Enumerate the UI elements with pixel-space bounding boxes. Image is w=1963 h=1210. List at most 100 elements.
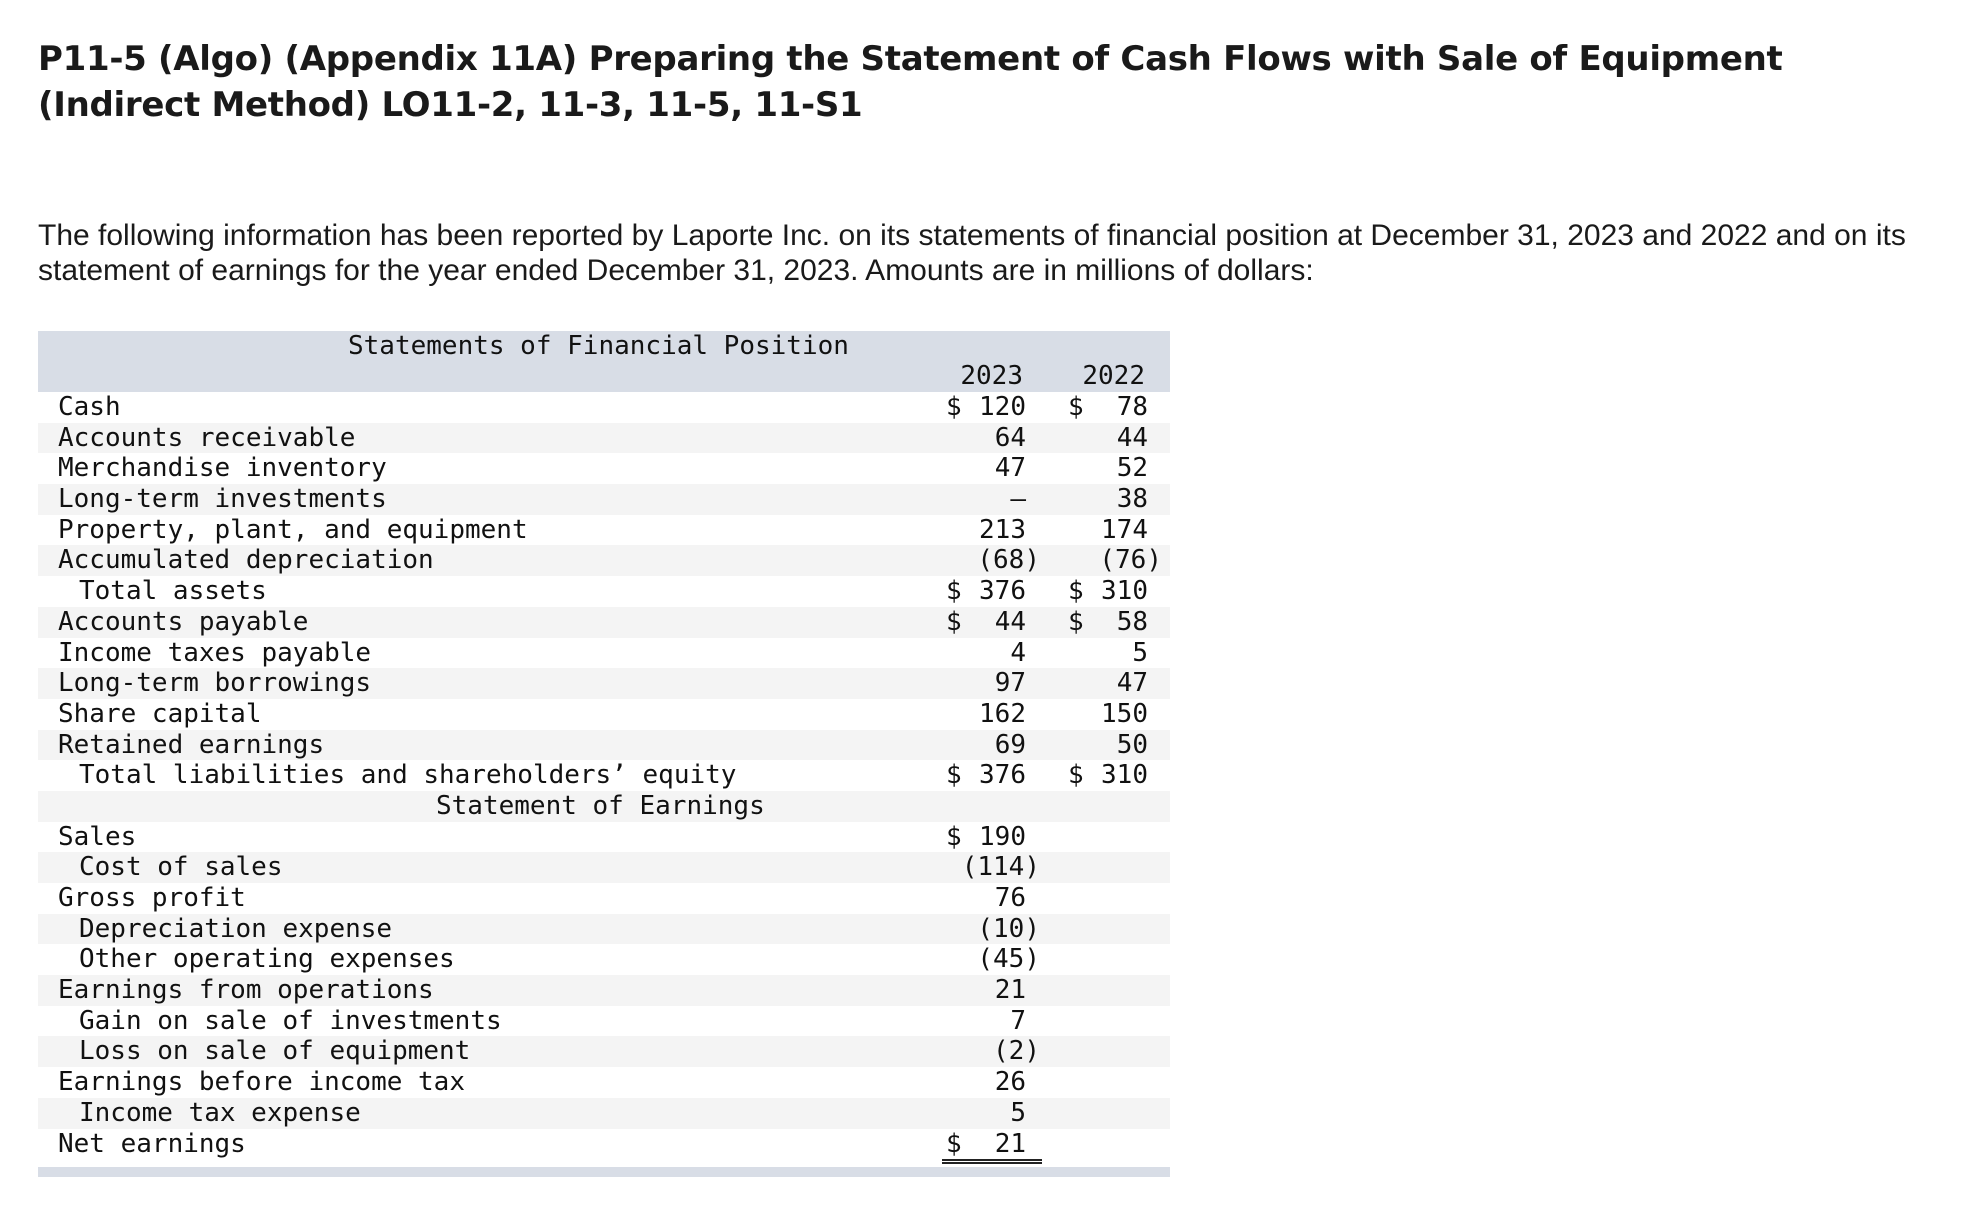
year-2022-header: 2022: [1082, 361, 1145, 391]
amount-value: 52: [1116, 453, 1148, 484]
amount-cell-2023: –: [942, 484, 1042, 515]
row-label: Share capital: [58, 698, 262, 729]
amount-value: (76): [1099, 545, 1162, 576]
amount-value: 174: [1101, 514, 1148, 545]
dollar-sign: $: [1068, 760, 1084, 791]
amount-cell-2023: $190: [942, 822, 1042, 853]
amount-value: –: [1010, 484, 1026, 515]
row-label: Other operating expenses: [79, 944, 455, 975]
amount-value: 310: [1101, 576, 1148, 607]
amount-cell-2022: 50: [1064, 730, 1164, 763]
amount-cell-2023: 47: [942, 453, 1042, 484]
dollar-sign: $: [1068, 606, 1084, 637]
table-row: Earnings before income tax 26: [38, 1067, 1170, 1098]
row-label: Gain on sale of investments: [79, 1005, 502, 1036]
amount-cell-2022: 44: [1064, 423, 1164, 454]
amount-cell-2023: (114): [942, 852, 1042, 885]
row-label: Earnings from operations: [58, 975, 434, 1006]
amount-value: 47: [994, 453, 1026, 484]
amount-value: 47: [1116, 668, 1148, 699]
financial-position-header: Statements of Financial Position 2023 20…: [38, 331, 1170, 392]
table-row: Cost of sales (114): [38, 852, 1170, 885]
amount-value: 21: [994, 1128, 1026, 1159]
amount-cell-2022: 150: [1064, 699, 1164, 730]
amount-cell-2023: 162: [942, 699, 1042, 730]
amount-value: (2): [993, 1036, 1040, 1067]
financial-position-heading: Statements of Financial Position: [348, 331, 849, 361]
table-row: Long-term borrowings 97 47: [38, 668, 1170, 699]
amount-value: 120: [979, 392, 1026, 422]
dollar-sign: $: [946, 1128, 962, 1159]
earnings-heading: Statement of Earnings: [436, 790, 765, 821]
amount-value: 76: [994, 883, 1026, 913]
amount-value: 310: [1101, 760, 1148, 791]
table-row: Total assets $376 $310: [38, 576, 1170, 612]
row-label: Earnings before income tax: [58, 1067, 465, 1098]
amount-value: 162: [979, 698, 1026, 729]
amount-cell-2023: 7: [942, 1006, 1042, 1037]
dollar-sign: $: [946, 392, 962, 422]
row-label: Gross profit: [58, 883, 246, 913]
amount-cell-2022: 47: [1064, 668, 1164, 699]
table-row: Total liabilities and shareholders’ equi…: [38, 760, 1170, 796]
amount-value: (114): [961, 852, 1040, 883]
amount-cell-2023: (45): [942, 944, 1042, 978]
row-label: Merchandise inventory: [58, 453, 387, 484]
row-label: Loss on sale of equipment: [79, 1036, 471, 1067]
table-row: Earnings from operations 21: [38, 975, 1170, 1006]
problem-intro: The following information has been repor…: [38, 219, 1906, 287]
amount-value: 150: [1101, 698, 1148, 729]
amount-value: 190: [979, 821, 1026, 852]
amount-cell-2022: $58: [1064, 607, 1164, 638]
amount-value: 21: [994, 975, 1026, 1006]
table-row: Depreciation expense (10): [38, 913, 1170, 945]
amount-cell-2023: (2): [942, 1036, 1042, 1070]
problem-title: P11-5 (Algo) (Appendix 11A) Preparing th…: [38, 39, 1783, 125]
amount-cell-2023: 97: [942, 668, 1042, 699]
table-row: Sales $190: [38, 821, 1170, 853]
table-row: Net earnings $21: [38, 1128, 1170, 1165]
amount-cell-2023: 5: [942, 1098, 1042, 1131]
row-label: Accounts payable: [58, 606, 309, 637]
amount-cell-2022: (76): [1064, 545, 1164, 579]
amount-value: (68): [977, 545, 1040, 576]
amount-value: 44: [994, 606, 1026, 637]
amount-value: 50: [1116, 729, 1148, 760]
table-row: Retained earnings 69 50: [38, 729, 1170, 763]
amount-cell-2022: 174: [1064, 515, 1164, 546]
amount-value: 5: [1010, 1097, 1026, 1128]
row-label: Accounts receivable: [58, 422, 356, 453]
amount-value: 69: [994, 729, 1026, 760]
row-label: Long-term borrowings: [58, 668, 372, 699]
amount-cell-2023: (10): [942, 914, 1042, 945]
amount-cell-2023: 26: [942, 1067, 1042, 1098]
table-row: Loss on sale of equipment (2): [38, 1036, 1170, 1070]
amount-value: (10): [977, 913, 1040, 944]
dollar-sign: $: [1068, 392, 1084, 422]
amount-cell-2022: 5: [1064, 638, 1164, 669]
table-row: Gain on sale of investments 7: [38, 1005, 1170, 1037]
amount-value: 38: [1116, 484, 1148, 515]
amount-cell-2023: 21: [942, 975, 1042, 1006]
amount-cell-2023: (68): [942, 545, 1042, 579]
row-label: Accumulated depreciation: [58, 545, 434, 576]
table-bottom-bar: [38, 1167, 1170, 1178]
row-label: Total assets: [79, 576, 267, 607]
earnings-header: Statement of Earnings: [38, 790, 1170, 822]
amount-cell-2023: 64: [942, 423, 1042, 454]
dollar-sign: $: [946, 576, 962, 607]
amount-value: 4: [1010, 637, 1026, 668]
row-label: Income taxes payable: [58, 637, 372, 668]
row-label: Net earnings: [58, 1128, 246, 1159]
earnings-rows: Sales $190 Cost of sales (114) Gross profit 7…: [38, 821, 1170, 1165]
financial-statements-table: Statements of Financial Position 2023 20…: [38, 331, 1170, 1178]
amount-value: 44: [1116, 422, 1148, 453]
table-row: Merchandise inventory 47 52: [38, 453, 1170, 485]
row-label: Property, plant, and equipment: [58, 514, 528, 545]
table-row: Property, plant, and equipment 213 174: [38, 514, 1170, 546]
row-label: Cash: [58, 392, 121, 422]
dollar-sign: $: [946, 606, 962, 637]
amount-value: 376: [979, 576, 1026, 607]
amount-cell-2023: 76: [942, 883, 1042, 914]
table-row: Gross profit 76: [38, 883, 1170, 914]
